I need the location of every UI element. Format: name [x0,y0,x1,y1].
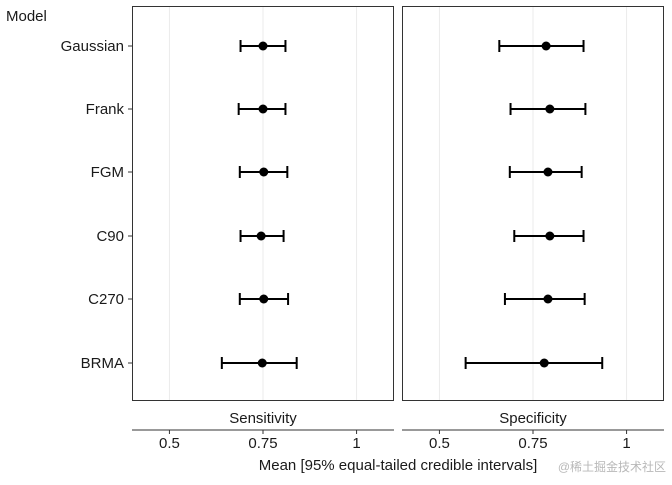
x-tick-label: 1 [352,435,360,452]
strip-label: Specificity [499,410,567,427]
watermark: @稀土掘金技术社区 [558,459,666,474]
panel-sensitivity: Sensitivity 0.5 0.75 1 [132,6,394,452]
x-tick-label: 0.5 [429,435,450,452]
mean-point [543,294,553,304]
x-axis-title: Mean [95% equal-tailed credible interval… [259,457,538,474]
mean-point [258,41,268,51]
panel-border [402,6,664,401]
x-tick-label: 1 [622,435,630,452]
y-tick-label: FGM [91,164,124,181]
y-tick-label: BRMA [81,355,124,372]
y-tick-labels: Gaussian Frank FGM C90 C270 BRMA [61,38,132,372]
y-tick-label: C270 [88,291,124,308]
x-tick-label: 0.75 [518,435,547,452]
mean-point [545,231,555,241]
y-tick-label: Gaussian [61,38,124,55]
panel-specificity: Specificity 0.5 0.75 1 [402,6,664,452]
y-axis-title: Model [6,8,47,25]
x-tick-label: 0.75 [248,435,277,452]
mean-point [257,358,267,368]
strip-label: Sensitivity [229,410,297,427]
y-tick-label: Frank [86,101,125,118]
mean-point [541,41,551,51]
mean-point [543,167,553,177]
y-tick-label: C90 [96,228,124,245]
panel-border [132,6,394,401]
mean-point [539,358,549,368]
mean-point [259,167,269,177]
x-tick-label: 0.5 [159,435,180,452]
panels: Sensitivity 0.5 0.75 1 Specificity 0.5 0.75 1 [132,6,664,452]
mean-point [545,104,555,114]
mean-point [258,104,268,114]
mean-point [256,231,266,241]
mean-point [259,294,269,304]
